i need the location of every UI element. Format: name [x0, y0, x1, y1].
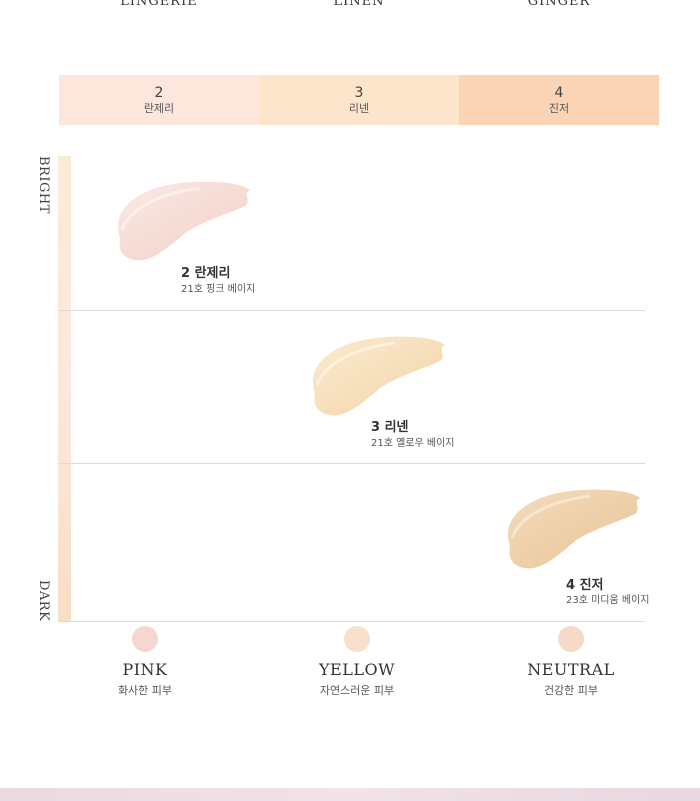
shade-korean-name: 리넨 [348, 101, 370, 115]
tone-name-pink: PINK [122, 660, 168, 679]
row-divider [58, 463, 645, 464]
tone-desc-yellow: 자연스러운 피부 [319, 684, 395, 697]
tone-name-neutral: NEUTRAL [527, 660, 615, 679]
shade-korean-name: 진저 [548, 101, 570, 115]
swatch-description: 21호 핑크 베이지 [181, 284, 256, 295]
tone-dot-pink [132, 626, 158, 652]
tone-name-yellow: YELLOW [318, 660, 396, 679]
swatch-title: 2 란제리 [181, 266, 231, 281]
axis-label-bright: BRIGHT [36, 156, 51, 214]
shade-cell-2: 2 란제리 [59, 75, 259, 125]
shade-name-linen: LINEN [333, 0, 385, 9]
shade-color-bar: 2 란제리 3 리넨 4 진저 [59, 75, 659, 125]
product-swatch-linen [313, 336, 445, 416]
tone-desc-neutral: 건강한 피부 [543, 684, 599, 697]
shade-name-row: LINGERIE LINEN GINGER [59, 0, 659, 14]
shade-number: 2 [154, 84, 164, 101]
product-swatch-lingerie [118, 181, 250, 261]
axis-label-dark: DARK [36, 580, 51, 622]
swatch-description: 23호 미디움 베이지 [566, 595, 650, 606]
row-divider [58, 310, 645, 311]
shade-number: 3 [354, 84, 364, 101]
shade-name-ginger: GINGER [527, 0, 591, 9]
brightness-gradient-bar [58, 156, 71, 621]
bottom-decorative-band [0, 788, 700, 801]
row-divider [58, 621, 645, 622]
product-swatch-ginger [508, 489, 640, 569]
shade-cell-3: 3 리넨 [259, 75, 459, 125]
shade-cell-4: 4 진저 [459, 75, 659, 125]
tone-dot-yellow [344, 626, 370, 652]
shade-name-lingerie: LINGERIE [120, 0, 198, 9]
swatch-title: 3 리넨 [371, 420, 409, 435]
shade-number: 4 [554, 84, 564, 101]
tone-dot-neutral [558, 626, 584, 652]
swatch-description: 21호 옐로우 베이지 [371, 438, 455, 449]
swatch-title: 4 진저 [566, 578, 604, 593]
shade-korean-name: 란제리 [143, 101, 175, 115]
tone-desc-pink: 화사한 피부 [117, 684, 173, 697]
